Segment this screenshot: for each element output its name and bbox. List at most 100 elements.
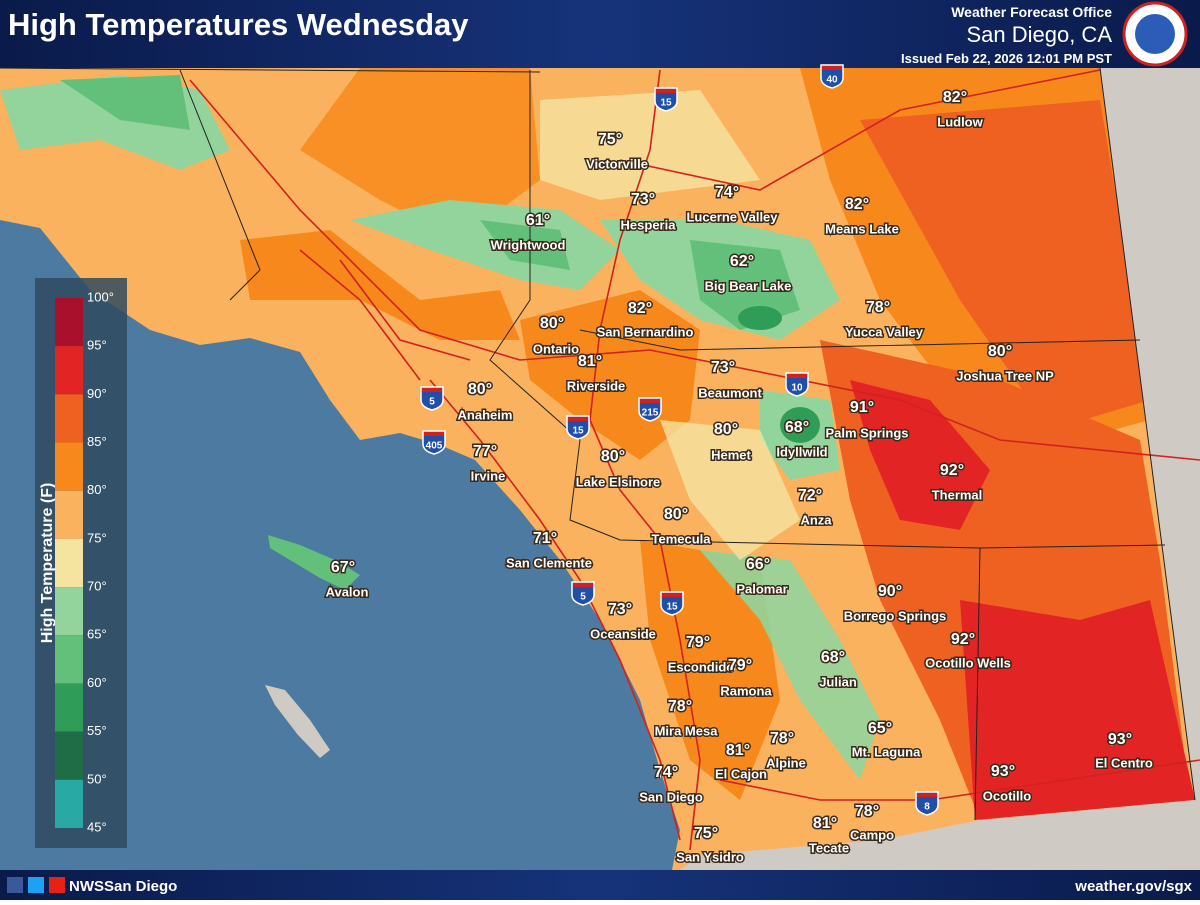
city-temperature: 91° <box>850 399 874 416</box>
city-temperature: 81° <box>578 353 602 370</box>
mild-region <box>660 420 800 560</box>
cool-region <box>350 200 620 290</box>
location: San Diego, CA <box>966 22 1112 47</box>
city-temperature: 93° <box>1108 731 1132 748</box>
cool-region <box>738 306 782 330</box>
terrain <box>1100 68 1200 870</box>
city-name: Lucerne Valley <box>686 209 778 224</box>
city-dot <box>541 324 547 330</box>
city-name: El Cajon <box>715 766 767 781</box>
legend-label: 95° <box>87 338 107 353</box>
city-temperature: 68° <box>785 419 809 436</box>
city-temperature: 75° <box>598 131 622 148</box>
city-name: San Ysidro <box>676 849 744 864</box>
ocean <box>0 220 680 870</box>
legend-label: 75° <box>87 530 107 545</box>
city-name: Hemet <box>711 447 751 462</box>
city-name: Ontario <box>533 341 579 356</box>
interstate-shield-top <box>822 66 842 70</box>
legend-label: 70° <box>87 579 107 594</box>
interstate-shield <box>420 386 444 411</box>
interstate-shield <box>660 591 684 616</box>
city-name: Thermal <box>932 487 983 502</box>
city-name: Ludlow <box>937 114 983 129</box>
interstate-shield <box>422 430 446 455</box>
city-name: Campo <box>850 827 894 842</box>
city-dot <box>952 640 958 646</box>
city-name: Joshua Tree NP <box>956 368 1054 383</box>
city-name: Escondido <box>668 659 735 674</box>
interstate-shield-top <box>568 417 588 421</box>
island <box>268 535 360 590</box>
interstate-shield-top <box>422 388 442 392</box>
legend-label: 85° <box>87 434 107 449</box>
boundaries <box>0 67 1196 821</box>
city-dot <box>851 408 857 414</box>
city-dot <box>474 452 480 458</box>
legend-swatch <box>55 394 83 443</box>
cool-region <box>780 407 820 443</box>
legend-swatch <box>55 298 83 347</box>
city-name: Irvine <box>471 468 506 483</box>
interstate-shield <box>571 581 595 606</box>
city-dot <box>747 565 753 571</box>
city-name: Mira Mesa <box>655 723 719 738</box>
interstate-number: 8 <box>924 802 930 813</box>
city-name: Alpine <box>766 755 806 770</box>
legend-swatch <box>55 346 83 395</box>
city-temperature: 74° <box>715 184 739 201</box>
city-dot <box>941 471 947 477</box>
city-dot <box>786 428 792 434</box>
city-name: Ramona <box>720 683 772 698</box>
legend-label: 80° <box>87 482 107 497</box>
city-name: Big Bear Lake <box>705 278 792 293</box>
city-dot <box>629 309 635 315</box>
city-temperature: 73° <box>711 359 735 376</box>
city-temperature: 92° <box>951 631 975 648</box>
youtube-icon[interactable] <box>49 877 65 893</box>
city-temperature: 92° <box>940 462 964 479</box>
city-dot <box>602 457 608 463</box>
twitter-icon[interactable] <box>28 877 44 893</box>
city-name: San Bernardino <box>597 324 694 339</box>
cool-region <box>700 550 880 780</box>
city-name: San Diego <box>639 789 703 804</box>
city-temperature: 78° <box>866 299 890 316</box>
interstate-shield-top <box>662 593 682 597</box>
facebook-icon[interactable] <box>7 877 23 893</box>
title: High Temperatures Wednesday <box>8 7 469 42</box>
legend-label: 65° <box>87 627 107 642</box>
city-name: Avalon <box>326 584 369 599</box>
city-dot <box>1109 740 1115 746</box>
city-dot <box>712 368 718 374</box>
city-temperature: 78° <box>668 698 692 715</box>
city-name: Tecate <box>809 840 849 855</box>
city-dot <box>579 362 585 368</box>
cities: 75° Victorville 73° Hesperia 74° Lucerne Vall… <box>324 88 1154 866</box>
website[interactable]: weather.gov/sgx <box>1074 878 1192 895</box>
city-dot <box>846 205 852 211</box>
city-name: Anza <box>800 512 832 527</box>
legend-label: 45° <box>87 819 107 834</box>
city-temperature: 75° <box>694 825 718 842</box>
interstate-number: 5 <box>429 397 435 408</box>
hottest-region <box>850 380 990 530</box>
interstate-shield <box>915 791 939 816</box>
city-temperature: 68° <box>821 649 845 666</box>
legend-swatch <box>55 442 83 491</box>
city-dot <box>332 568 338 574</box>
interstate-shield <box>820 64 844 89</box>
legend-swatch <box>55 587 83 636</box>
city-dot <box>687 643 693 649</box>
legend-swatch <box>55 635 83 684</box>
city-temperature: 82° <box>628 300 652 317</box>
legend-label: 100° <box>87 289 114 304</box>
city-temperature: 72° <box>798 487 822 504</box>
city-dot <box>729 666 735 672</box>
city-dot <box>867 308 873 314</box>
office: Weather Forecast Office <box>951 4 1112 20</box>
city-temperature: 81° <box>813 815 837 832</box>
cool-region <box>480 220 570 270</box>
interstate-shield <box>566 415 590 440</box>
